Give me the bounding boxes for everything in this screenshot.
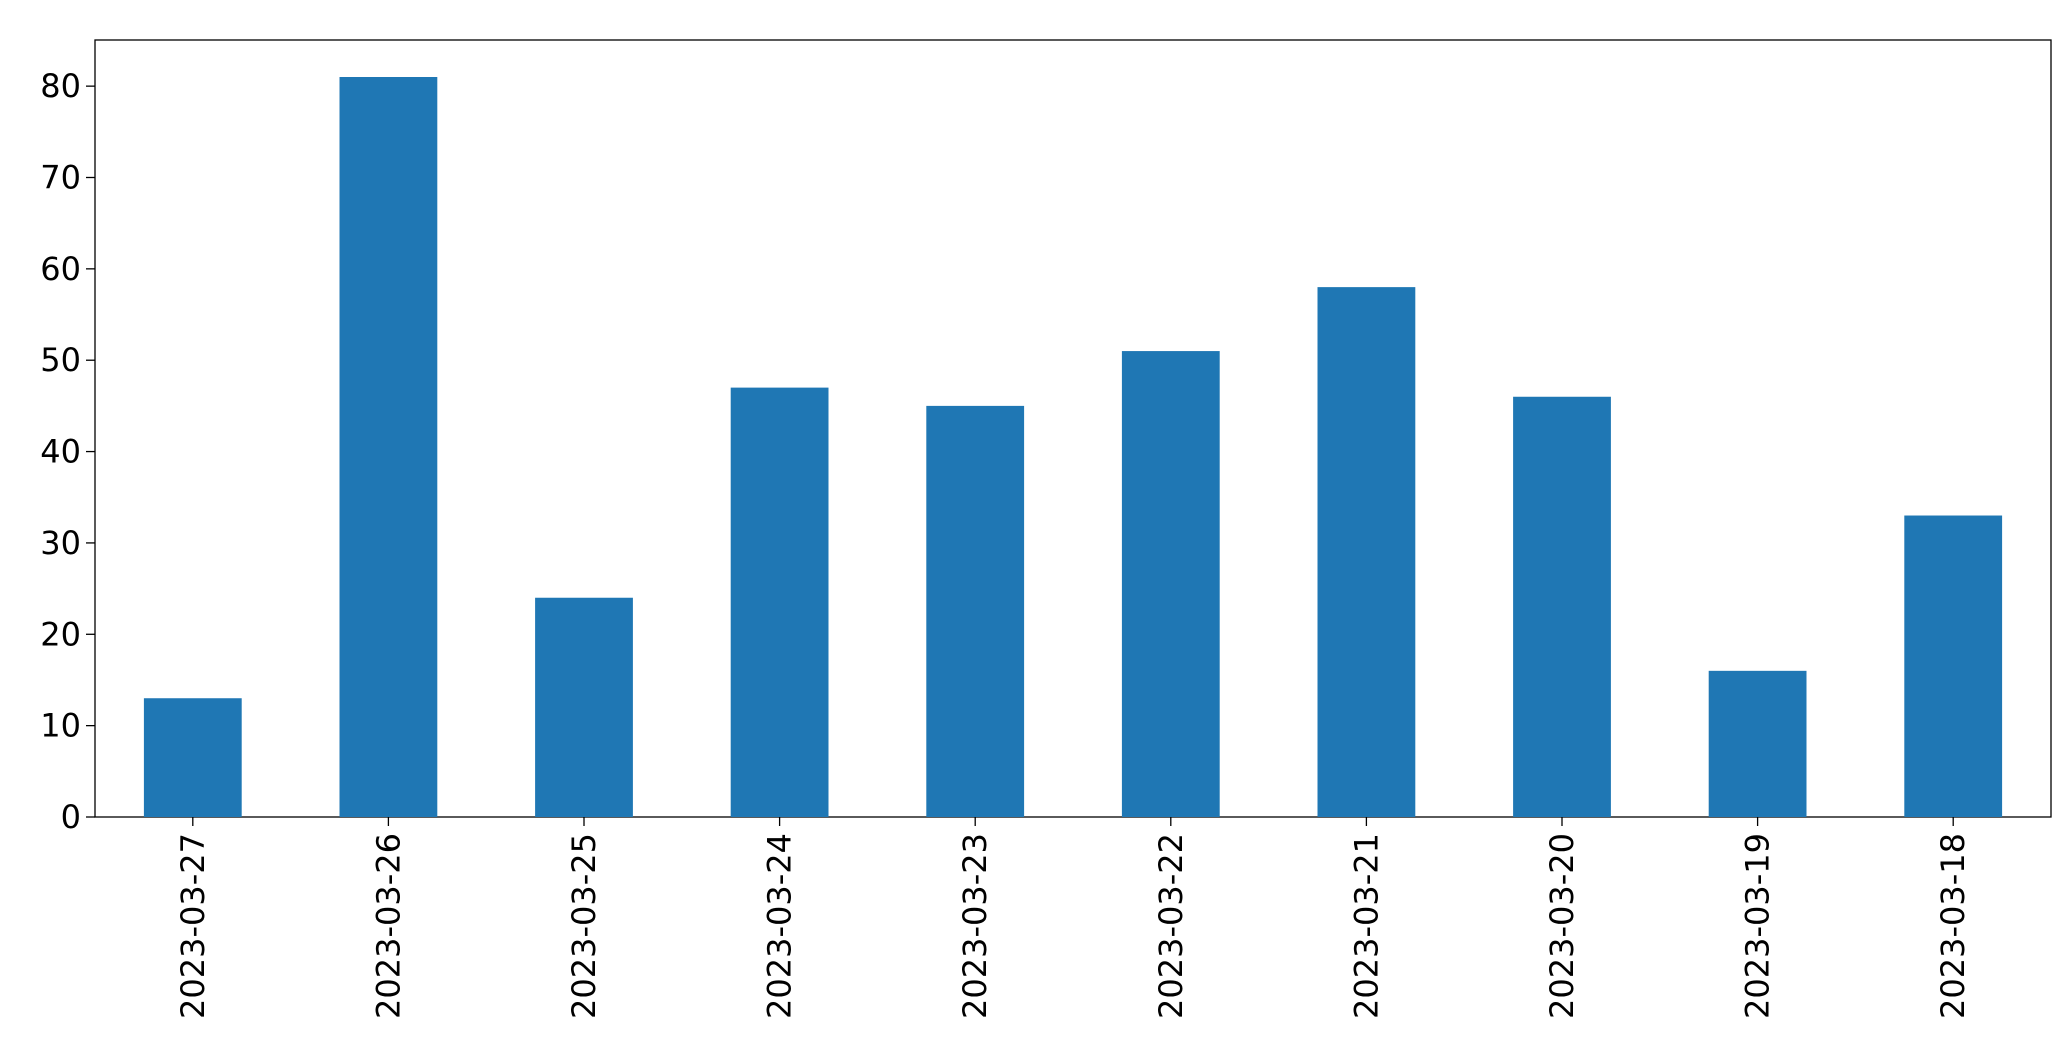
y-tick-label: 20 <box>40 615 81 653</box>
y-tick-label: 70 <box>40 158 81 196</box>
x-tick-label: 2023-03-25 <box>565 833 603 1019</box>
bar <box>1317 287 1416 818</box>
y-tick-label: 60 <box>40 250 81 288</box>
x-tick-label: 2023-03-20 <box>1543 833 1581 1019</box>
y-tick-label: 0 <box>61 798 81 836</box>
bar <box>926 405 1025 817</box>
bar <box>535 597 633 817</box>
x-tick-label: 2023-03-24 <box>761 833 799 1019</box>
y-tick-label: 80 <box>40 67 81 105</box>
bar <box>1904 515 2003 817</box>
bar <box>730 387 829 817</box>
x-tick-label: 2023-03-26 <box>369 833 407 1019</box>
bar <box>1708 670 1807 817</box>
y-tick-label: 50 <box>40 341 81 379</box>
y-tick-label: 40 <box>40 433 81 471</box>
x-tick-label: 2023-03-22 <box>1152 833 1190 1019</box>
y-tick-label: 10 <box>40 707 81 745</box>
bar <box>143 698 242 817</box>
bar <box>339 77 438 817</box>
x-tick-label: 2023-03-21 <box>1347 833 1385 1019</box>
axes-frame <box>94 39 2052 818</box>
x-tick-label: 2023-03-18 <box>1934 833 1972 1019</box>
x-tick-label: 2023-03-23 <box>956 833 994 1019</box>
bar <box>1513 396 1611 817</box>
x-tick-label: 2023-03-19 <box>1739 833 1777 1019</box>
y-tick-label: 30 <box>40 524 81 562</box>
bar <box>1121 351 1220 817</box>
x-tick-label: 2023-03-27 <box>174 833 212 1019</box>
